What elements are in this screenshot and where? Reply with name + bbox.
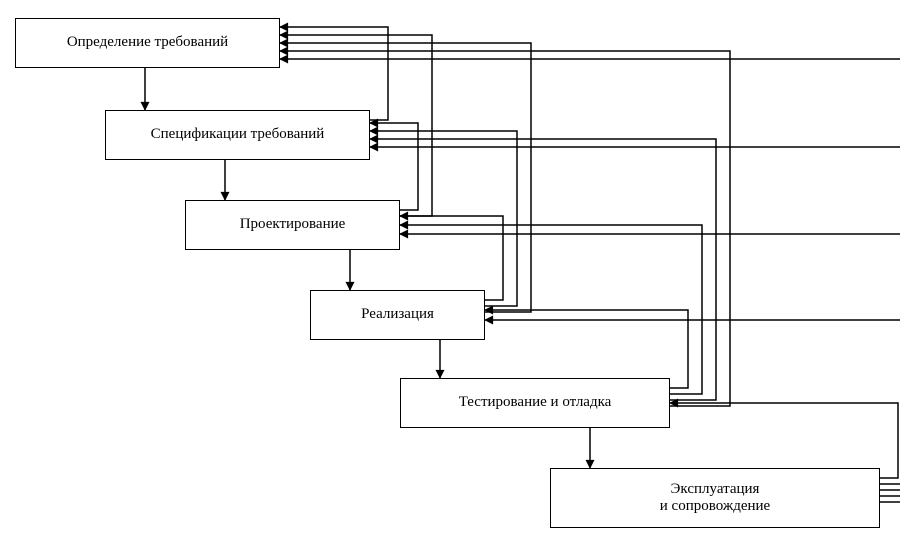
node-label: Эксплуатация и сопровождение bbox=[660, 481, 770, 516]
flowchart-stage: Определение требований Спецификации требо… bbox=[0, 0, 900, 552]
node-n5: Тестирование и отладка bbox=[400, 378, 670, 428]
edge bbox=[485, 310, 688, 388]
node-label: Проектирование bbox=[240, 216, 346, 233]
node-n1: Определение требований bbox=[15, 18, 280, 68]
edge bbox=[280, 27, 388, 120]
node-label: Тестирование и отладка bbox=[459, 394, 612, 411]
edge bbox=[400, 216, 503, 300]
edge bbox=[280, 59, 900, 502]
node-n4: Реализация bbox=[310, 290, 485, 340]
edge bbox=[370, 139, 716, 400]
edge bbox=[670, 403, 898, 478]
edge bbox=[370, 123, 418, 210]
node-n2: Спецификации требований bbox=[105, 110, 370, 160]
node-label: Спецификации требований bbox=[151, 126, 325, 143]
node-n3: Проектирование bbox=[185, 200, 400, 250]
edge bbox=[280, 43, 531, 312]
edge bbox=[400, 234, 900, 490]
node-n6: Эксплуатация и сопровождение bbox=[550, 468, 880, 528]
node-label: Реализация bbox=[361, 306, 434, 323]
node-label: Определение требований bbox=[67, 34, 228, 51]
